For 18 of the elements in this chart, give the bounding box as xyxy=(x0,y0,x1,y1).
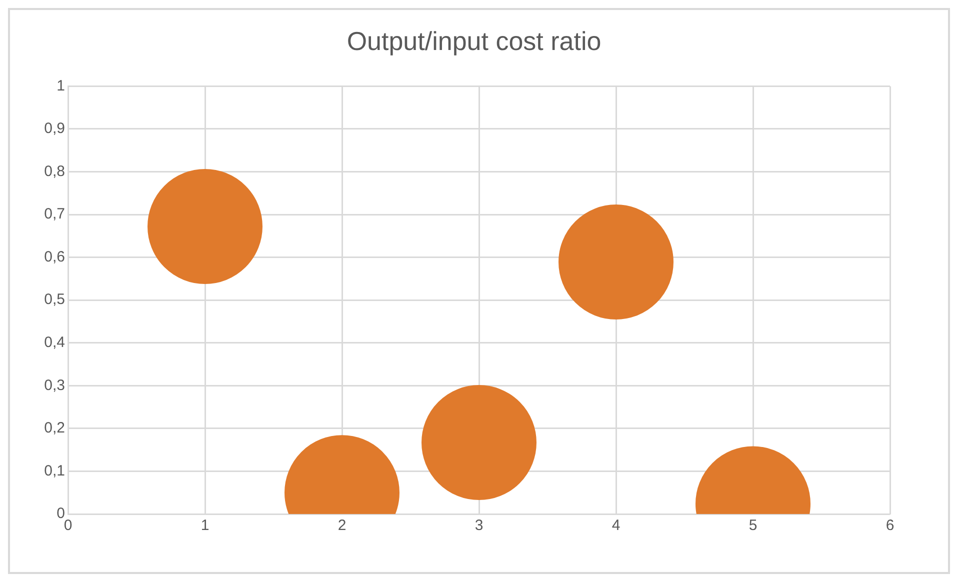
y-tick-label: 1 xyxy=(56,77,65,94)
y-tick-label: 0,3 xyxy=(44,376,65,394)
chart-title: Output/input cost ratio xyxy=(346,26,602,56)
x-tick-label: 4 xyxy=(612,517,620,534)
y-tick-label: 0,1 xyxy=(44,462,65,480)
y-tick-label: 0,4 xyxy=(44,334,65,352)
y-tick-label: 0,9 xyxy=(44,120,65,138)
y-tick-label: 0,2 xyxy=(44,420,65,437)
y-tick-label: 0,8 xyxy=(44,162,65,180)
y-tick-label: 0 xyxy=(56,505,65,522)
y-tick-label: 0,5 xyxy=(44,291,65,308)
x-tick-label: 5 xyxy=(748,517,758,534)
y-tick-label: 0,6 xyxy=(44,248,65,266)
x-tick-label: 3 xyxy=(474,517,484,534)
x-tick-label: 6 xyxy=(886,517,894,534)
x-tick-label: 2 xyxy=(338,517,346,534)
y-tick-label: 0,7 xyxy=(44,206,65,223)
x-tick-label: 1 xyxy=(200,517,210,534)
